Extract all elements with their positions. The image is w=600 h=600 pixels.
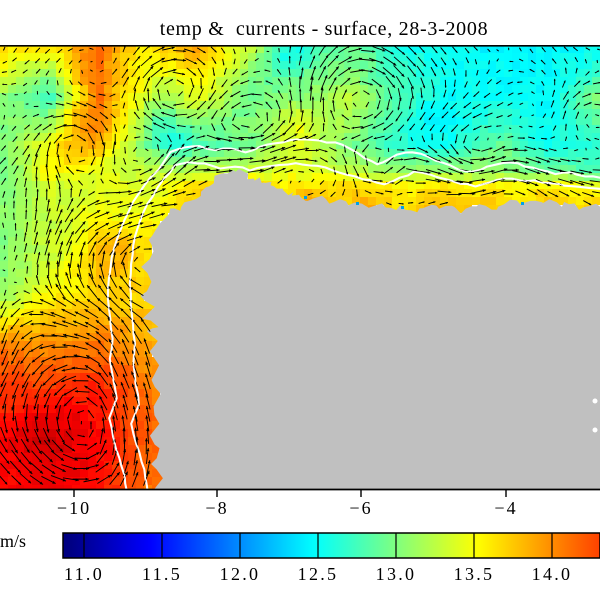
svg-text:11.0: 11.0 xyxy=(64,564,104,584)
svg-text:−4: −4 xyxy=(494,498,517,518)
svg-text:14.0: 14.0 xyxy=(532,564,573,584)
svg-text:−10: −10 xyxy=(57,498,91,518)
svg-text:13.5: 13.5 xyxy=(454,564,495,584)
svg-text:13.0: 13.0 xyxy=(376,564,417,584)
svg-text:11.5: 11.5 xyxy=(142,564,182,584)
svg-text:temp & currents - surface, 28: temp & currents - surface, 28-3-2008 xyxy=(160,18,489,40)
svg-text:−6: −6 xyxy=(349,498,372,518)
svg-text:m/s: m/s xyxy=(0,531,26,551)
svg-text:−8: −8 xyxy=(205,498,228,518)
svg-text:12.5: 12.5 xyxy=(298,564,339,584)
svg-text:12.0: 12.0 xyxy=(220,564,261,584)
